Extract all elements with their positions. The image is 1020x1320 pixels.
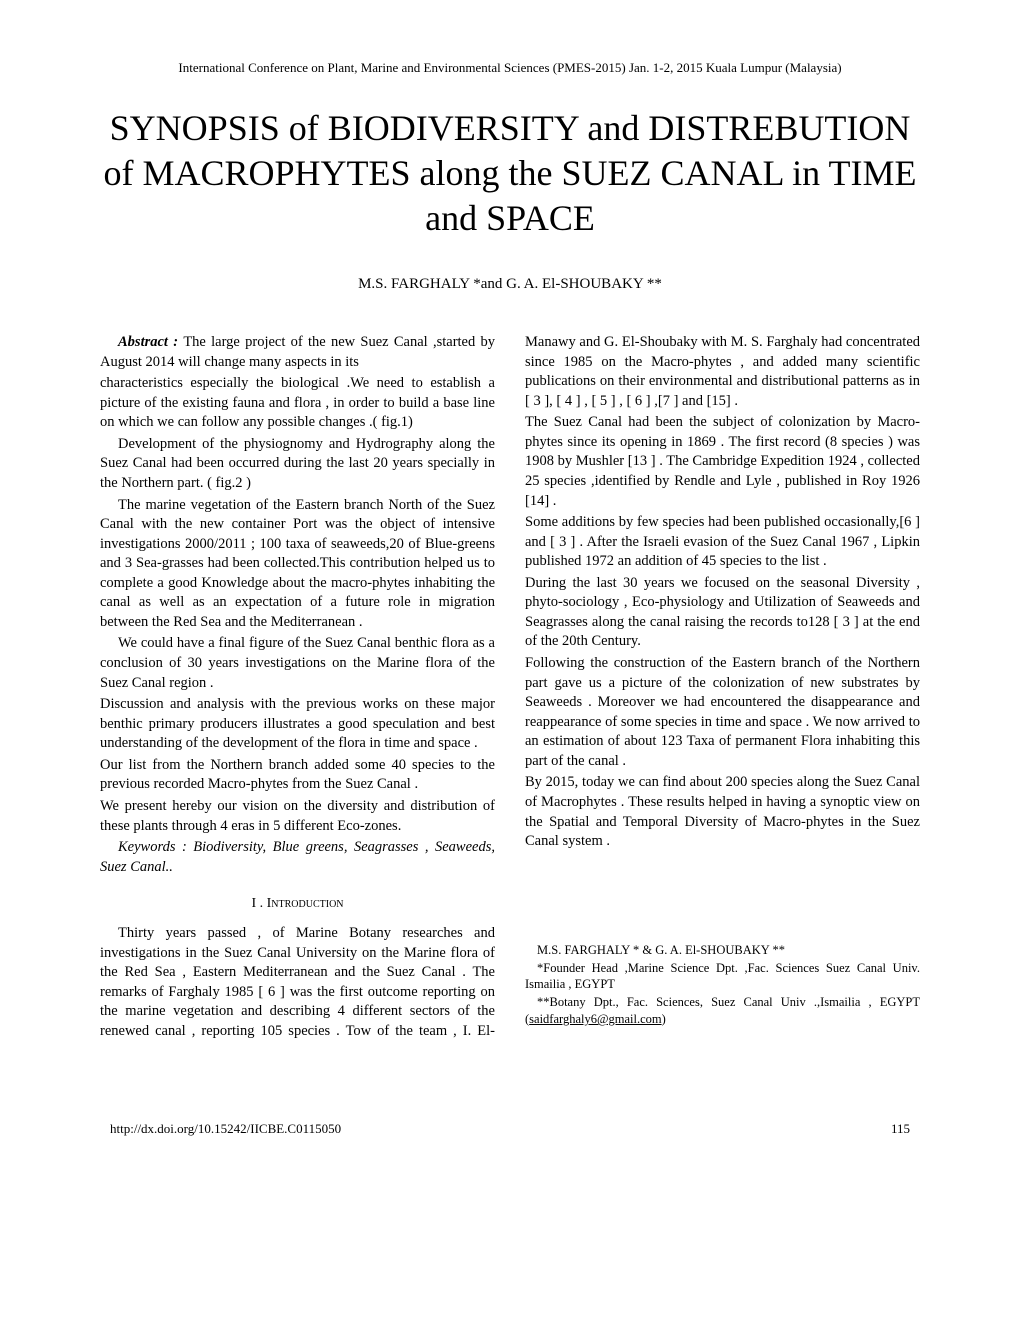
affil-email[interactable]: saidfarghaly6@gmail.com bbox=[529, 1012, 661, 1026]
affil-line-1: M.S. FARGHALY * & G. A. El-SHOUBAKY ** bbox=[525, 942, 920, 959]
footer-doi[interactable]: http://dx.doi.org/10.15242/IICBE.C011505… bbox=[110, 1121, 341, 1137]
affil-line-3: **Botany Dpt., Fac. Sciences, Suez Canal… bbox=[525, 994, 920, 1028]
abstract-para-5: We could have a final figure of the Suez… bbox=[100, 634, 495, 693]
abstract-para-8: We present hereby our vision on the dive… bbox=[100, 797, 495, 836]
abstract-para-4: The marine vegetation of the Eastern bra… bbox=[100, 496, 495, 633]
author-affiliations: M.S. FARGHALY * & G. A. El-SHOUBAKY ** *… bbox=[525, 942, 920, 1028]
authors-line: M.S. FARGHALY *and G. A. El-SHOUBAKY ** bbox=[100, 276, 920, 293]
paper-title: SYNOPSIS of BIODIVERSITY and DISTREBUTIO… bbox=[100, 106, 920, 241]
footer-page-number: 115 bbox=[891, 1121, 910, 1137]
conference-header: International Conference on Plant, Marin… bbox=[100, 60, 920, 76]
intro-para-5: Following the construction of the Easter… bbox=[525, 654, 920, 771]
abstract-para-3: Development of the physiognomy and Hydro… bbox=[100, 435, 495, 494]
abstract-para-6: Discussion and analysis with the previou… bbox=[100, 695, 495, 754]
intro-para-2: The Suez Canal had been the subject of c… bbox=[525, 413, 920, 511]
abstract-para-1: Abstract : The large project of the new … bbox=[100, 333, 495, 372]
section-1-heading: I . Introduction bbox=[100, 895, 495, 914]
keywords-line: Keywords : Biodiversity, Blue greens, Se… bbox=[100, 838, 495, 877]
abstract-para-7: Our list from the Northern branch added … bbox=[100, 756, 495, 795]
abstract-para-2: characteristics especially the biologica… bbox=[100, 374, 495, 433]
intro-para-6: By 2015, today we can find about 200 spe… bbox=[525, 773, 920, 851]
section-1-number: I . bbox=[251, 896, 266, 911]
keywords-label: Keywords bbox=[118, 839, 182, 855]
intro-para-4: During the last 30 years we focused on t… bbox=[525, 574, 920, 652]
affil-line-2: *Founder Head ,Marine Science Dpt. ,Fac.… bbox=[525, 960, 920, 994]
body-columns: Abstract : The large project of the new … bbox=[100, 333, 920, 1041]
abstract-label: Abstract : bbox=[118, 334, 183, 350]
intro-para-3: Some additions by few species had been p… bbox=[525, 513, 920, 572]
affil-line-3-end: ) bbox=[662, 1012, 666, 1026]
section-1-title: Introduction bbox=[267, 896, 344, 911]
page-footer: http://dx.doi.org/10.15242/IICBE.C011505… bbox=[100, 1121, 920, 1137]
